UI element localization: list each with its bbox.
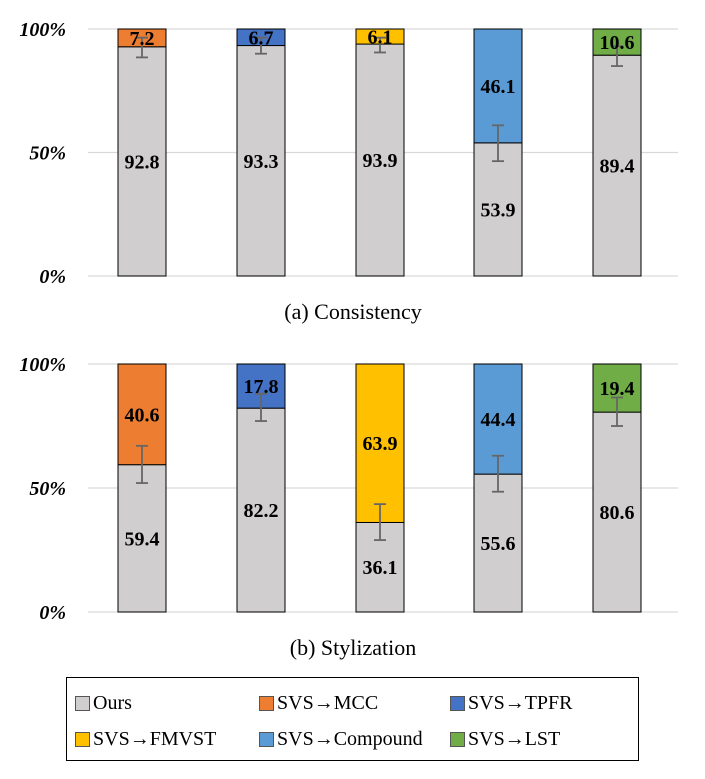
data-label-ours: 82.2 — [244, 500, 279, 522]
bar-ours — [236, 45, 286, 277]
legend-label-lst: SVS→LST — [468, 728, 561, 750]
data-label-ours: 93.3 — [244, 151, 279, 173]
legend-item-ours: Ours — [75, 692, 132, 715]
legend-label-fmvst: SVS→FMVST — [93, 728, 217, 750]
data-label-competitor: 10.6 — [600, 32, 635, 54]
legend-swatch-tpfr — [450, 696, 465, 711]
data-label-competitor: 46.1 — [481, 76, 516, 98]
data-label-competitor: 63.9 — [363, 433, 398, 455]
bar-ours — [117, 46, 167, 277]
data-label-ours: 36.1 — [363, 557, 398, 579]
legend: Ours SVS→MCC SVS→TPFR SVS→FMVST SVS→Comp… — [66, 677, 639, 761]
y-tick-label: 0% — [39, 266, 66, 288]
data-label-competitor: 6.7 — [249, 27, 274, 49]
bar-competitor — [355, 363, 405, 523]
legend-label-ours: Ours — [93, 692, 132, 714]
data-label-ours: 55.6 — [481, 533, 516, 555]
bar-ours — [592, 411, 642, 613]
legend-item-fmvst: SVS→FMVST — [75, 728, 216, 751]
data-label-ours: 89.4 — [600, 156, 635, 178]
legend-label-compound: SVS→Compound — [277, 728, 423, 750]
y-tick-label: 50% — [29, 478, 66, 500]
data-label-ours: 80.6 — [600, 502, 635, 524]
legend-swatch-mcc — [259, 696, 274, 711]
bar-ours — [236, 407, 286, 613]
data-label-ours: 92.8 — [125, 151, 160, 173]
legend-item-tpfr: SVS→TPFR — [450, 692, 573, 715]
data-label-ours: 53.9 — [481, 199, 516, 221]
data-label-ours: 59.4 — [125, 528, 160, 550]
legend-swatch-fmvst — [75, 732, 90, 747]
legend-swatch-ours — [75, 696, 90, 711]
y-tick-label: 100% — [19, 19, 66, 41]
bar-ours — [355, 43, 405, 277]
data-label-competitor: 19.4 — [600, 378, 635, 400]
bar-ours — [473, 473, 523, 613]
bar-ours — [592, 54, 642, 277]
data-label-competitor: 44.4 — [481, 409, 516, 431]
legend-label-mcc: SVS→MCC — [277, 692, 379, 714]
data-label-ours: 93.9 — [363, 150, 398, 172]
chart-caption: (a) Consistency — [284, 299, 421, 324]
data-label-competitor: 7.2 — [130, 28, 155, 50]
legend-item-compound: SVS→Compound — [259, 728, 423, 751]
legend-label-tpfr: SVS→TPFR — [468, 692, 573, 714]
legend-swatch-compound — [259, 732, 274, 747]
y-tick-label: 0% — [39, 602, 66, 624]
data-label-competitor: 6.1 — [368, 27, 393, 49]
legend-swatch-lst — [450, 732, 465, 747]
bar-competitor — [473, 28, 523, 144]
chart-caption: (b) Stylization — [290, 635, 416, 660]
legend-item-mcc: SVS→MCC — [259, 692, 378, 715]
data-label-competitor: 40.6 — [125, 404, 160, 426]
y-tick-label: 50% — [29, 143, 66, 165]
data-label-competitor: 17.8 — [244, 376, 279, 398]
y-tick-label: 100% — [19, 354, 66, 376]
legend-item-lst: SVS→LST — [450, 728, 560, 751]
